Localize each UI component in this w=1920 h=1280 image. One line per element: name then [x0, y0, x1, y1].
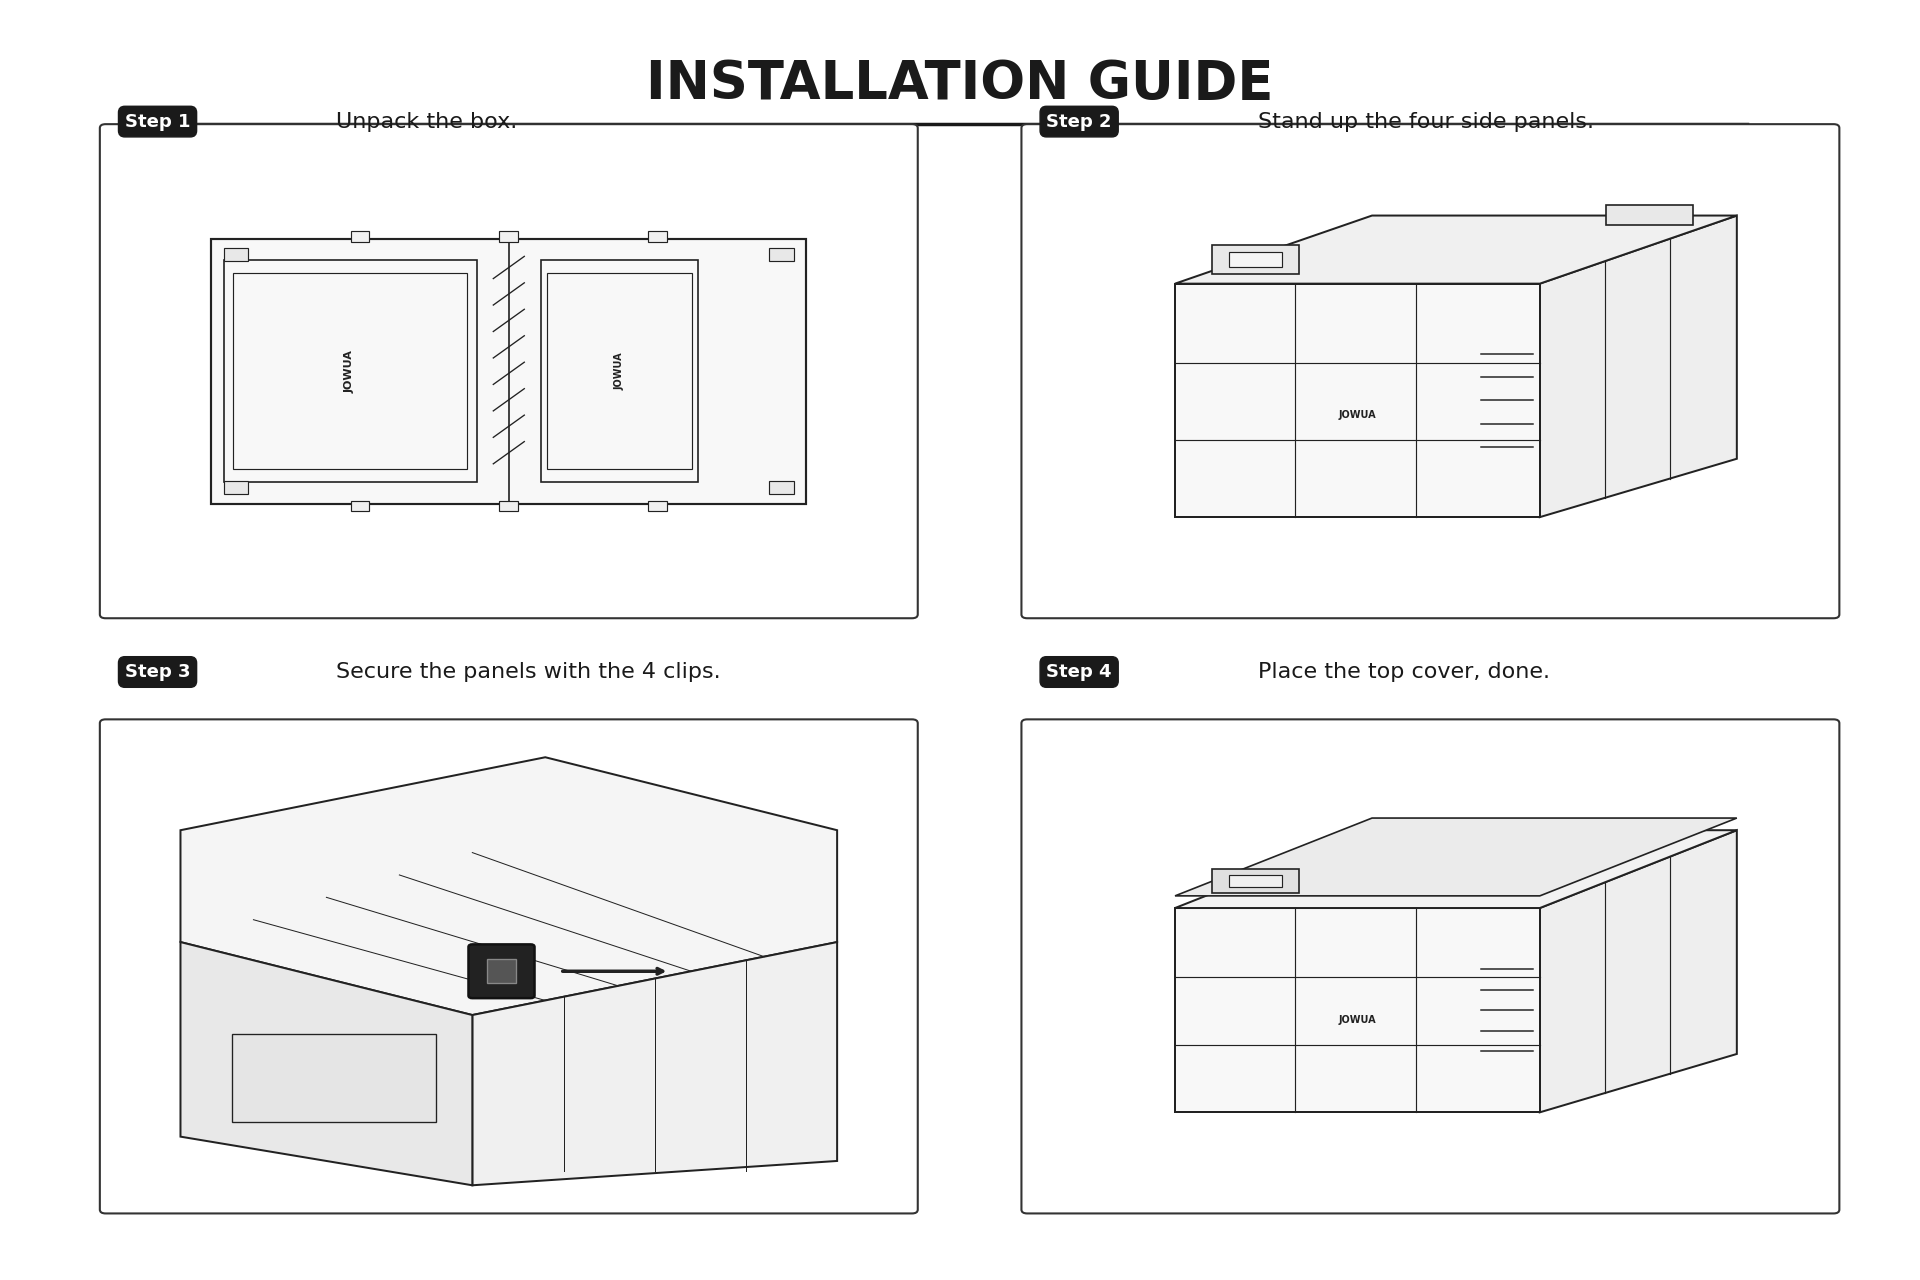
Polygon shape [1540, 215, 1738, 517]
Bar [223, 481, 248, 494]
Text: INSTALLATION GUIDE: INSTALLATION GUIDE [647, 58, 1273, 110]
Text: JOWUA: JOWUA [346, 349, 355, 393]
Bar [499, 500, 518, 512]
FancyBboxPatch shape [1021, 124, 1839, 618]
Text: Secure the panels with the 4 clips.: Secure the panels with the 4 clips. [336, 662, 720, 682]
Polygon shape [180, 758, 837, 1015]
Text: JOWUA: JOWUA [614, 352, 624, 390]
Polygon shape [1175, 908, 1540, 1112]
Text: Place the top cover, done.: Place the top cover, done. [1258, 662, 1549, 682]
Polygon shape [180, 942, 472, 1185]
Polygon shape [1175, 831, 1738, 908]
Bar [649, 230, 666, 242]
Bar [649, 500, 666, 512]
Polygon shape [1175, 215, 1738, 284]
Bar [351, 230, 369, 242]
Text: Unpack the box.: Unpack the box. [336, 111, 516, 132]
Bar [232, 274, 467, 468]
Bar [1212, 869, 1300, 893]
Text: Step 2: Step 2 [1046, 113, 1112, 131]
FancyBboxPatch shape [1021, 719, 1839, 1213]
Polygon shape [472, 942, 837, 1185]
Bar [1229, 876, 1281, 887]
Bar [1229, 252, 1281, 266]
Bar [488, 959, 516, 983]
Bar [223, 260, 476, 483]
Text: Step 3: Step 3 [125, 663, 190, 681]
Text: JOWUA: JOWUA [1338, 410, 1377, 420]
Text: Step 1: Step 1 [125, 113, 190, 131]
Text: Step 4: Step 4 [1046, 663, 1112, 681]
Bar [223, 248, 248, 261]
Text: JOWUA: JOWUA [1338, 1015, 1377, 1025]
Bar [499, 230, 518, 242]
FancyBboxPatch shape [468, 945, 534, 998]
Bar [232, 1034, 436, 1123]
Polygon shape [1175, 284, 1540, 517]
Bar [351, 500, 369, 512]
Bar [770, 248, 795, 261]
Bar [541, 260, 699, 483]
Text: Stand up the four side panels.: Stand up the four side panels. [1258, 111, 1594, 132]
Bar [1212, 244, 1300, 274]
FancyBboxPatch shape [100, 124, 918, 618]
Polygon shape [1540, 831, 1738, 1112]
Bar [211, 239, 806, 503]
Polygon shape [1175, 818, 1738, 896]
Bar [1605, 205, 1693, 225]
Bar [770, 481, 795, 494]
Bar [547, 274, 691, 468]
FancyBboxPatch shape [100, 719, 918, 1213]
